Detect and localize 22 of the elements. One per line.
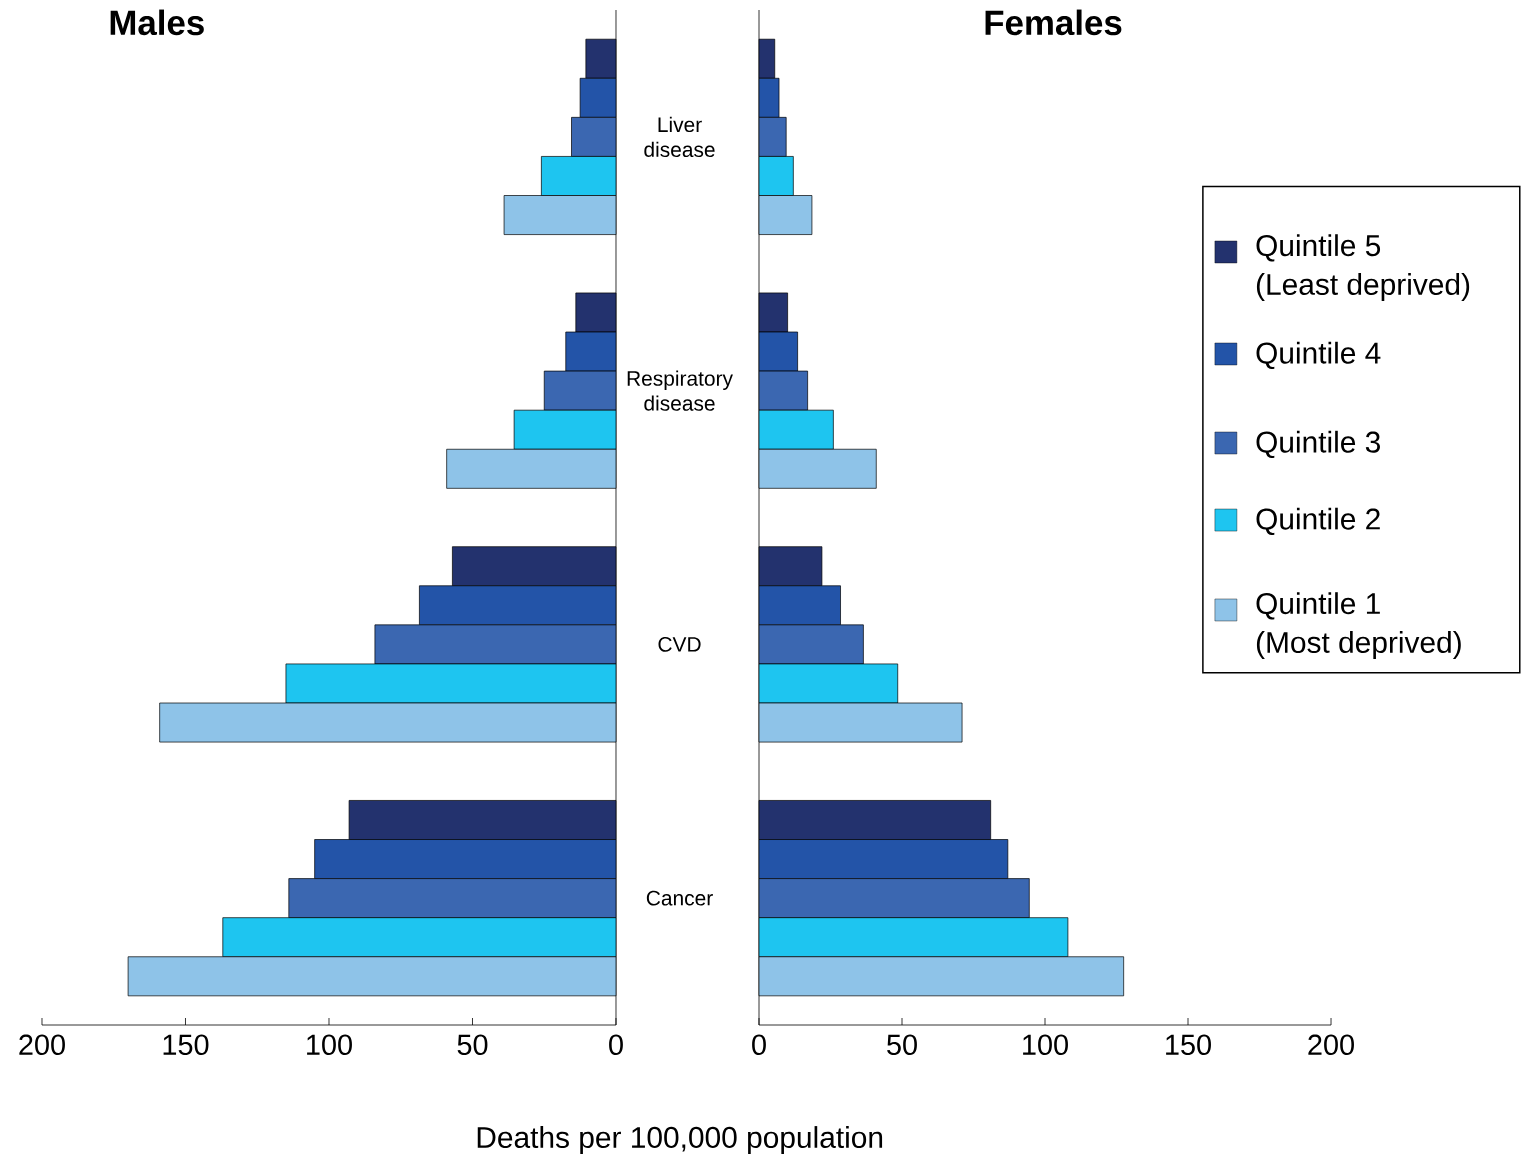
x-tick-label: 200: [1308, 1034, 1354, 1055]
x-tick-label: 50: [887, 1034, 917, 1055]
x-tick-label: 200: [19, 1034, 65, 1055]
x-tick-label: 150: [1166, 1034, 1211, 1055]
legend-label: Quintile 5 (Least deprived): [1256, 234, 1470, 301]
y-tick-label: Cancer: [646, 890, 713, 906]
y-tick-label: CVD: [658, 636, 701, 652]
x-tick-label: 100: [1023, 1034, 1068, 1055]
y-tick-label: Respiratory disease: [627, 370, 733, 411]
x-tick-label: 100: [307, 1034, 352, 1055]
legend-label: Quintile 1 (Most deprived): [1256, 592, 1461, 659]
legend-label: Quintile 3: [1256, 430, 1380, 459]
y-tick-label: Liver disease: [644, 116, 715, 158]
legend-label: Quintile 2: [1256, 507, 1380, 536]
x-axis-title: Deaths per 100,000 population: [477, 1126, 883, 1154]
x-tick-label: 0: [752, 1034, 766, 1055]
x-tick-label: 0: [609, 1034, 623, 1055]
chart-title: Males: [110, 9, 204, 36]
legend-label: Quintile 4: [1256, 341, 1381, 370]
chart-title: Females: [985, 9, 1122, 36]
x-tick-label: 150: [163, 1034, 209, 1055]
x-tick-label: 50: [457, 1034, 488, 1055]
